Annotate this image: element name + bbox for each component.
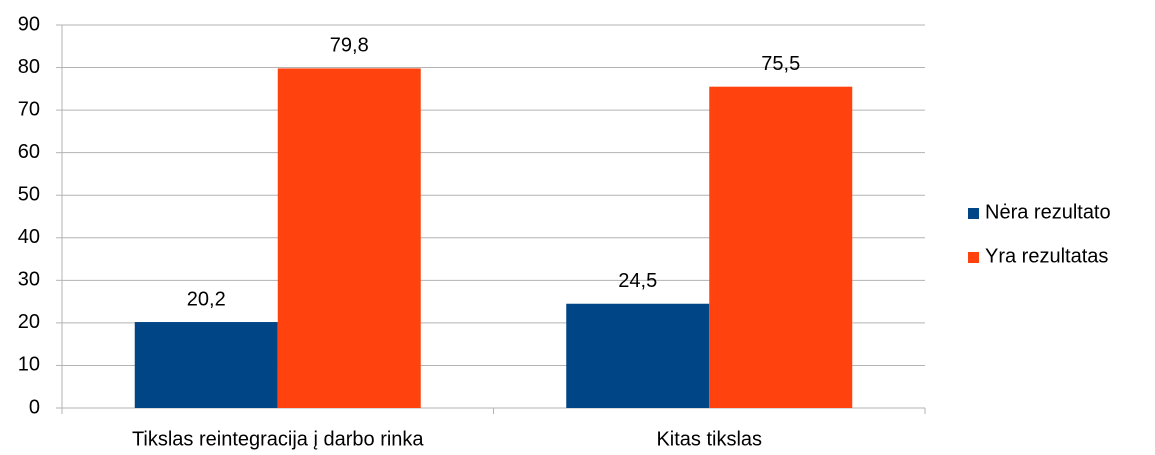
x-tick-label: Tikslas reintegracija į darbo rinka xyxy=(132,428,424,450)
y-tick-label: 90 xyxy=(18,13,40,35)
y-tick-label: 80 xyxy=(18,56,40,78)
bar xyxy=(566,303,710,408)
bar xyxy=(709,86,853,408)
legend-label: Nėra rezultato xyxy=(985,201,1111,223)
data-label: 20,2 xyxy=(187,288,226,310)
y-tick-label: 40 xyxy=(18,226,40,248)
data-label: 79,8 xyxy=(330,35,369,57)
y-tick-label: 10 xyxy=(18,354,40,376)
bar xyxy=(134,322,278,408)
data-label: 75,5 xyxy=(761,53,800,75)
y-tick-label: 0 xyxy=(29,396,40,418)
bar xyxy=(277,68,421,408)
x-tick-label: Kitas tikslas xyxy=(656,428,762,450)
y-tick-label: 50 xyxy=(18,184,40,206)
legend-swatch xyxy=(968,208,979,219)
y-tick-label: 70 xyxy=(18,98,40,120)
legend-swatch xyxy=(968,252,979,263)
y-tick-label: 20 xyxy=(18,311,40,333)
y-tick-label: 30 xyxy=(18,269,40,291)
legend-label: Yra rezultatas xyxy=(985,245,1108,267)
data-label: 24,5 xyxy=(618,270,657,292)
y-tick-label: 60 xyxy=(18,141,40,163)
